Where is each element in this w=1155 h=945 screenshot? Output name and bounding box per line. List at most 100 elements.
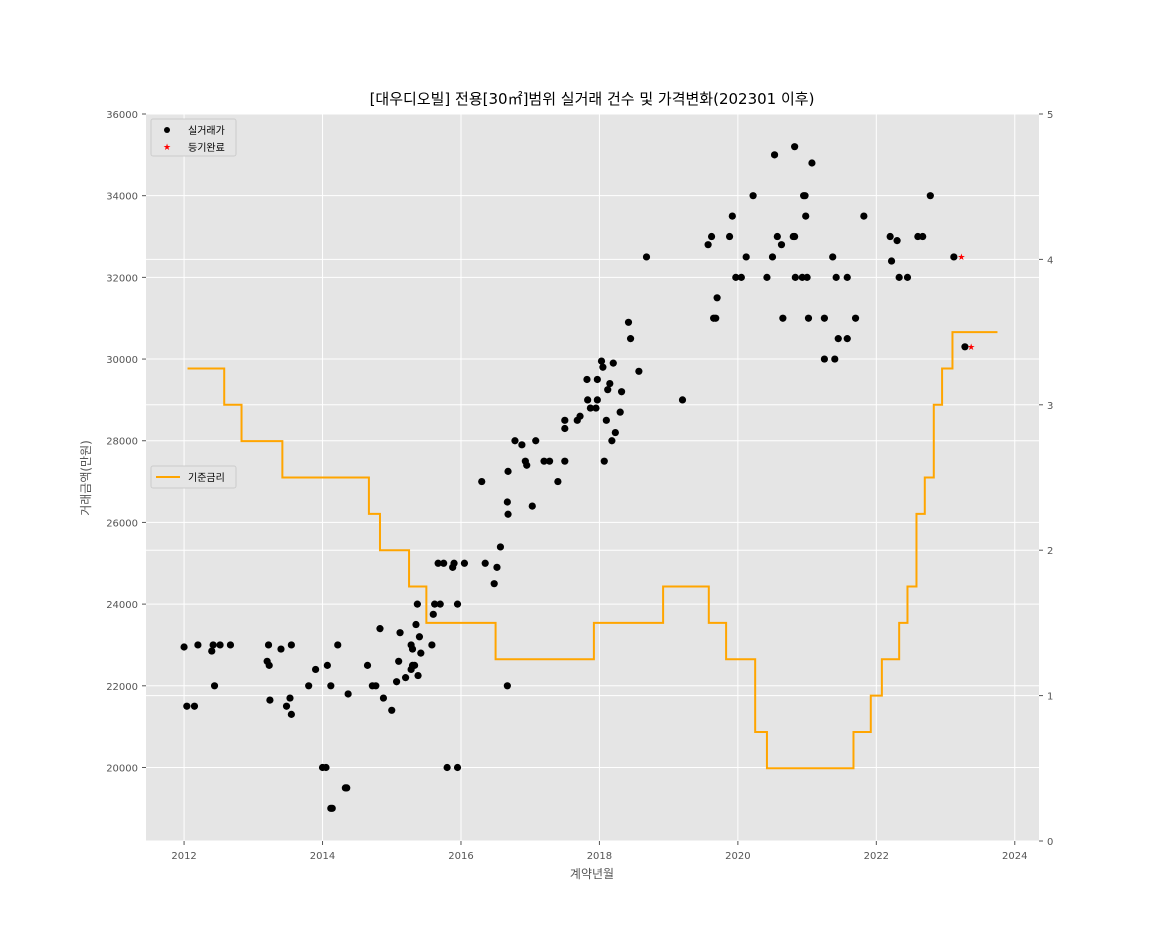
price-point (518, 441, 526, 449)
price-point (528, 502, 536, 510)
price-point (434, 559, 442, 567)
price-point (893, 237, 901, 245)
price-point (843, 273, 851, 281)
price-point (410, 661, 419, 669)
y-tick-label: 20000 (106, 763, 138, 774)
price-point (190, 702, 199, 710)
price-point (436, 600, 444, 608)
price-point (523, 461, 531, 469)
price-point (728, 212, 736, 220)
price-point (264, 641, 273, 649)
price-point (277, 645, 285, 653)
price-point (266, 696, 274, 704)
y2-tick-label: 2 (1047, 546, 1053, 557)
axes: 2012 2014 2016 2018 2020 2022 2024200002200024… (106, 110, 1053, 862)
x-tick-label: 2014 (310, 851, 335, 862)
price-point (604, 386, 612, 394)
x-axis-label: 계약년월 (570, 866, 614, 881)
price-point (773, 232, 781, 241)
price-point (609, 359, 617, 367)
y2-tick-label: 4 (1047, 255, 1053, 266)
price-point (712, 314, 720, 322)
chart-title: [대우디오빌] 전용[30㎡]범위 실거래 건수 및 가격변화(202301 이… (370, 90, 815, 108)
price-point (624, 318, 633, 326)
price-point (860, 212, 868, 220)
y-tick-label: 28000 (106, 437, 138, 448)
price-point (226, 641, 235, 649)
price-point (770, 151, 779, 159)
price-point (504, 510, 512, 518)
price-point (450, 559, 458, 567)
price-point (327, 682, 335, 690)
price-point (545, 457, 554, 465)
price-point (561, 457, 569, 465)
price-point (834, 335, 842, 343)
price-point (496, 543, 505, 551)
price-point (737, 273, 745, 281)
price-point (216, 641, 224, 649)
price-point (388, 706, 396, 714)
price-point (583, 375, 591, 384)
price-point (415, 633, 424, 641)
y-tick-label: 26000 (106, 518, 138, 529)
price-point (678, 396, 687, 404)
price-point (412, 620, 420, 629)
price-point (768, 253, 777, 261)
legend-label-registered: 등기완료 (188, 142, 225, 154)
price-point (926, 192, 934, 200)
price-point (194, 641, 202, 649)
price-point (183, 702, 191, 710)
price-point (617, 388, 626, 396)
x-tick-label: 2022 (864, 851, 889, 862)
price-point (791, 232, 799, 241)
price-point (611, 428, 619, 437)
price-point (395, 657, 403, 665)
price-point (725, 232, 734, 241)
price-point (322, 763, 330, 772)
price-point (503, 498, 511, 506)
x-tick-label: 2020 (725, 851, 750, 862)
price-point (803, 273, 811, 281)
price-point (886, 232, 894, 241)
registered-star: ★ (957, 253, 965, 263)
price-point (742, 253, 750, 261)
x-tick-label: 2018 (587, 851, 612, 862)
price-point (791, 273, 799, 281)
price-point (343, 784, 351, 792)
price-point (428, 641, 436, 649)
price-point (282, 702, 291, 710)
y-tick-label: 36000 (106, 110, 138, 121)
price-point (478, 477, 486, 486)
price-point (749, 192, 757, 200)
price-point (829, 253, 837, 261)
price-point (606, 379, 614, 388)
legend-circle-marker (164, 127, 170, 133)
price-point (843, 335, 851, 343)
price-point (210, 682, 219, 690)
price-point (732, 273, 740, 281)
legend-star-marker: ★ (163, 143, 171, 153)
price-point (443, 763, 451, 772)
price-point (413, 600, 421, 608)
y2-tick-label: 5 (1047, 110, 1053, 121)
price-point (895, 273, 903, 281)
price-point (334, 641, 342, 649)
price-point (919, 232, 927, 241)
price-point (961, 343, 969, 351)
registered-star: ★ (967, 343, 975, 353)
price-point (511, 437, 519, 445)
price-point (481, 559, 489, 567)
legend-label-price: 실거래가 (188, 125, 225, 137)
price-point (493, 563, 501, 571)
price-point (832, 273, 840, 281)
price-point (453, 600, 462, 608)
x-tick-label: 2024 (1002, 851, 1027, 862)
price-point (363, 661, 372, 669)
price-point (209, 641, 217, 649)
price-point (642, 253, 651, 261)
price-point (323, 661, 331, 669)
price-points (180, 143, 969, 812)
grid-lines (146, 113, 1039, 842)
y-tick-label: 32000 (106, 273, 138, 284)
legend-label-rate: 기준금리 (188, 472, 225, 484)
